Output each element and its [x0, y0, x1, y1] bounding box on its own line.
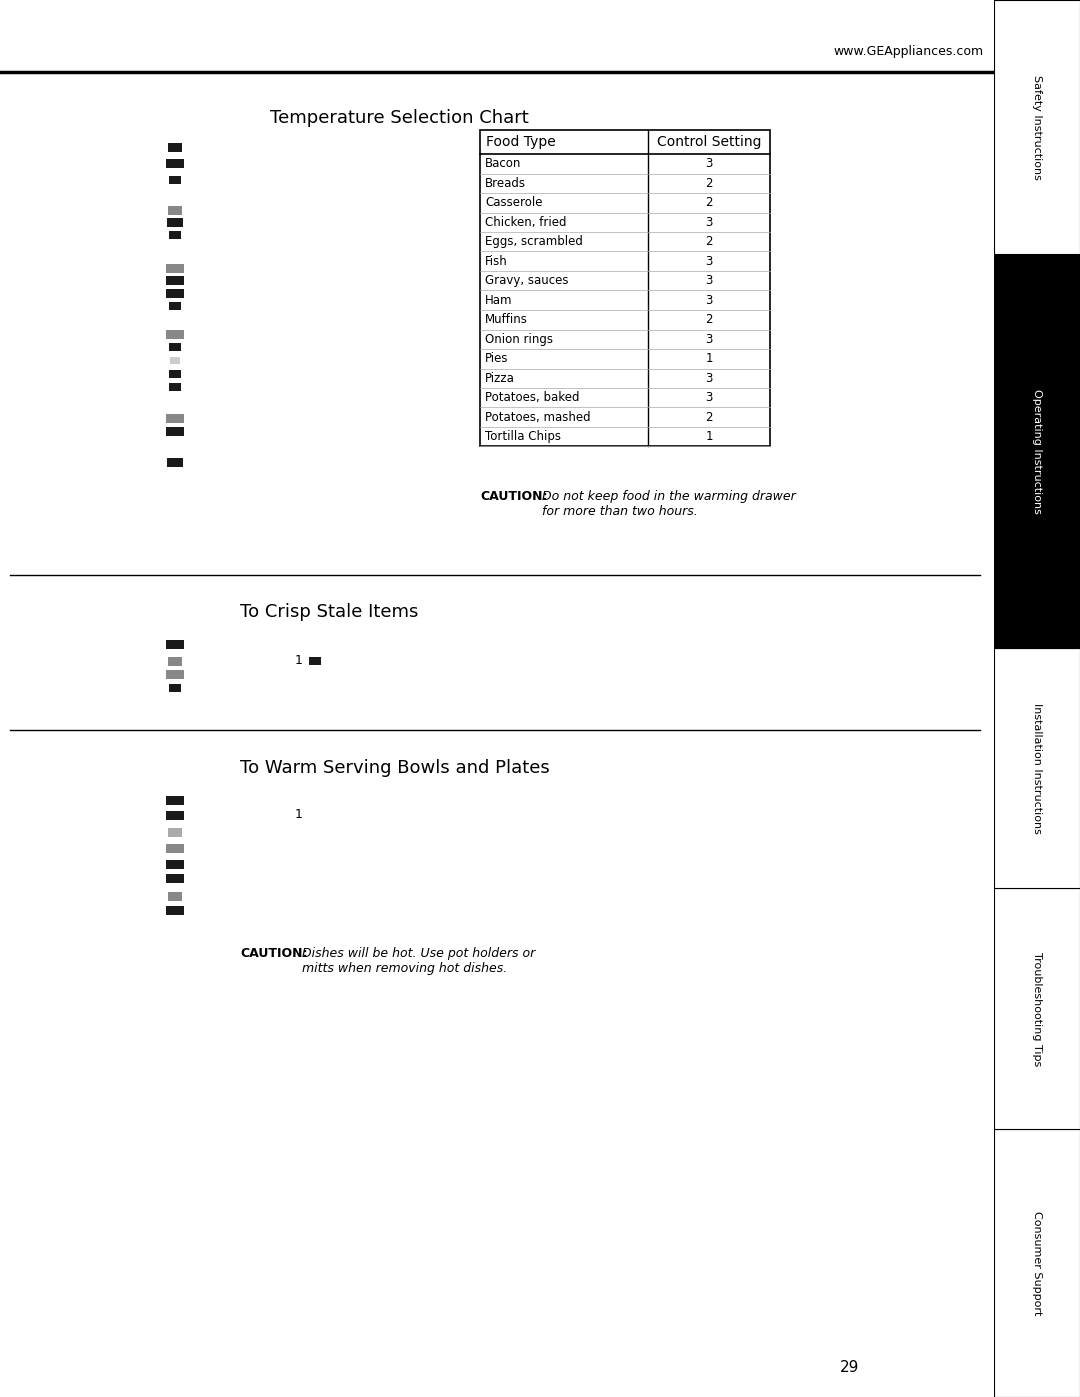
Text: 3: 3 — [705, 274, 713, 288]
Text: 1: 1 — [295, 655, 302, 668]
Text: Potatoes, baked: Potatoes, baked — [485, 391, 580, 404]
Text: Pizza: Pizza — [485, 372, 515, 384]
Text: 3: 3 — [705, 293, 713, 307]
Text: CAUTION:: CAUTION: — [480, 490, 548, 503]
Text: Breads: Breads — [485, 177, 526, 190]
Bar — [994, 1129, 1080, 1397]
Text: Potatoes, mashed: Potatoes, mashed — [485, 411, 591, 423]
Bar — [168, 205, 183, 215]
Bar — [166, 810, 184, 820]
Text: Installation Instructions: Installation Instructions — [1032, 703, 1042, 834]
Text: Ham: Ham — [485, 293, 513, 307]
Text: 3: 3 — [705, 332, 713, 345]
Text: Consumer Support: Consumer Support — [1032, 1211, 1042, 1315]
Text: 3: 3 — [705, 372, 713, 384]
Bar — [480, 130, 770, 447]
Text: Bacon: Bacon — [485, 158, 522, 170]
Text: Fish: Fish — [485, 254, 508, 268]
Text: 2: 2 — [705, 235, 713, 249]
Bar — [168, 827, 183, 837]
Text: 1: 1 — [705, 430, 713, 443]
Bar — [994, 648, 1080, 888]
Bar — [167, 218, 183, 226]
Text: Onion rings: Onion rings — [485, 332, 553, 345]
Text: 1: 1 — [705, 352, 713, 365]
Bar — [166, 669, 184, 679]
Bar — [168, 891, 183, 901]
Bar — [166, 289, 184, 298]
Bar — [168, 344, 181, 351]
Text: To Warm Serving Bowls and Plates: To Warm Serving Bowls and Plates — [240, 759, 550, 777]
Text: 3: 3 — [705, 215, 713, 229]
Bar — [166, 859, 184, 869]
Text: Pies: Pies — [485, 352, 509, 365]
Bar — [168, 685, 181, 692]
Text: Temperature Selection Chart: Temperature Selection Chart — [270, 109, 529, 127]
Text: 2: 2 — [705, 313, 713, 327]
Bar — [166, 640, 184, 648]
Bar — [166, 330, 184, 338]
Text: Food Type: Food Type — [486, 136, 556, 149]
Bar — [166, 414, 184, 422]
Bar — [166, 873, 184, 883]
Text: 3: 3 — [705, 254, 713, 268]
Bar — [166, 844, 184, 852]
Text: 2: 2 — [705, 177, 713, 190]
Bar — [166, 264, 184, 272]
Text: Gravy, sauces: Gravy, sauces — [485, 274, 568, 288]
Text: Do not keep food in the warming drawer
for more than two hours.: Do not keep food in the warming drawer f… — [542, 490, 796, 518]
Text: 2: 2 — [705, 196, 713, 210]
Text: Eggs, scrambled: Eggs, scrambled — [485, 235, 583, 249]
Text: Control Setting: Control Setting — [657, 136, 761, 149]
Bar — [167, 457, 183, 467]
Bar — [166, 426, 184, 436]
Text: www.GEAppliances.com: www.GEAppliances.com — [834, 46, 984, 59]
Text: Safety Instructions: Safety Instructions — [1032, 74, 1042, 180]
Bar — [309, 657, 321, 665]
Text: Troubleshooting Tips: Troubleshooting Tips — [1032, 951, 1042, 1066]
Bar — [168, 176, 181, 184]
Bar — [168, 231, 181, 239]
Text: Tortilla Chips: Tortilla Chips — [485, 430, 561, 443]
Bar — [168, 383, 181, 391]
Bar — [170, 356, 180, 363]
Text: Operating Instructions: Operating Instructions — [1032, 388, 1042, 514]
Text: Casserole: Casserole — [485, 196, 542, 210]
Text: Dishes will be hot. Use pot holders or
mitts when removing hot dishes.: Dishes will be hot. Use pot holders or m… — [302, 947, 536, 975]
Bar — [168, 302, 181, 310]
Bar — [166, 158, 184, 168]
Text: Chicken, fried: Chicken, fried — [485, 215, 567, 229]
Text: 1: 1 — [295, 809, 302, 821]
Text: 2: 2 — [705, 411, 713, 423]
Bar — [994, 888, 1080, 1129]
Bar — [168, 370, 181, 379]
Bar — [166, 275, 184, 285]
Text: 3: 3 — [705, 391, 713, 404]
Bar — [166, 905, 184, 915]
Text: 3: 3 — [705, 158, 713, 170]
Bar — [168, 142, 183, 151]
Text: To Crisp Stale Items: To Crisp Stale Items — [240, 604, 418, 622]
Text: Muffins: Muffins — [485, 313, 528, 327]
Bar — [994, 254, 1080, 648]
Bar — [166, 795, 184, 805]
Text: CAUTION:: CAUTION: — [240, 947, 308, 960]
Bar — [168, 657, 183, 665]
Bar — [994, 0, 1080, 254]
Text: 29: 29 — [840, 1361, 860, 1376]
